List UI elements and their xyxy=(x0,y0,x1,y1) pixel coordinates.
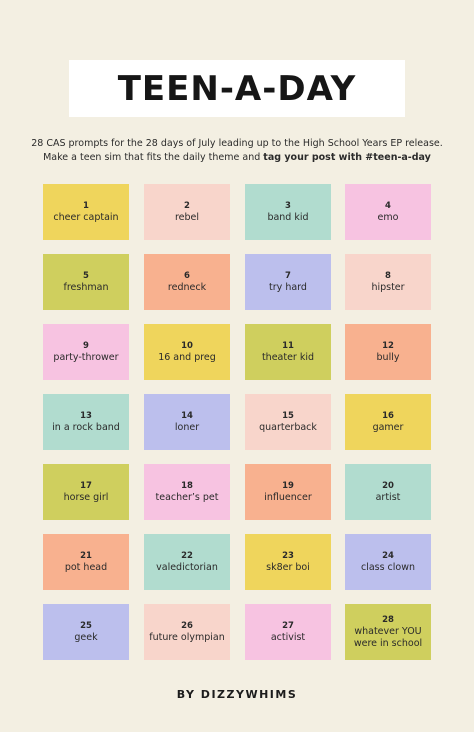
prompt-label: sk8er boi xyxy=(266,562,310,573)
prompt-card-18: 18 teacher’s pet xyxy=(144,464,230,520)
prompt-label: horse girl xyxy=(63,492,109,503)
prompt-label: geek xyxy=(74,632,98,643)
prompt-card-23: 23 sk8er boi xyxy=(245,534,331,590)
prompt-label: pot head xyxy=(64,562,108,573)
prompt-card-10: 10 16 and preg xyxy=(144,324,230,380)
prompt-label: party-thrower xyxy=(53,352,119,363)
subtitle-line-2: Make a teen sim that fits the daily them… xyxy=(0,151,474,165)
subtitle-line-2-plain: Make a teen sim that fits the daily them… xyxy=(43,152,264,163)
prompt-number: 7 xyxy=(285,271,291,281)
prompt-label: freshman xyxy=(63,282,109,293)
prompt-card-24: 24 class clown xyxy=(345,534,431,590)
prompt-card-3: 3 band kid xyxy=(245,184,331,240)
subtitle-line-1: 28 CAS prompts for the 28 days of July l… xyxy=(31,138,443,149)
prompt-number: 12 xyxy=(382,341,394,351)
page-title: TEEN-A-DAY xyxy=(117,68,357,109)
prompt-card-28: 28 whatever YOU were in school xyxy=(345,604,431,660)
prompt-card-2: 2 rebel xyxy=(144,184,230,240)
prompt-number: 2 xyxy=(184,201,190,211)
prompt-card-1: 1 cheer captain xyxy=(43,184,129,240)
prompt-number: 22 xyxy=(181,551,193,561)
prompt-label: in a rock band xyxy=(52,422,120,433)
subtitle-line-2-bold: tag your post with #teen-a-day xyxy=(263,152,431,163)
prompt-card-27: 27 activist xyxy=(245,604,331,660)
prompt-card-12: 12 bully xyxy=(345,324,431,380)
prompt-number: 1 xyxy=(83,201,89,211)
prompt-number: 10 xyxy=(181,341,193,351)
prompt-number: 25 xyxy=(80,621,92,631)
prompt-card-6: 6 redneck xyxy=(144,254,230,310)
prompt-card-8: 8 hipster xyxy=(345,254,431,310)
prompt-label: teacher’s pet xyxy=(155,492,219,503)
prompt-label: quarterback xyxy=(259,422,317,433)
prompt-label: redneck xyxy=(167,282,207,293)
prompt-card-14: 14 loner xyxy=(144,394,230,450)
prompt-label: gamer xyxy=(372,422,404,433)
prompt-number: 6 xyxy=(184,271,190,281)
prompt-card-21: 21 pot head xyxy=(43,534,129,590)
prompt-card-19: 19 influencer xyxy=(245,464,331,520)
prompt-label: bully xyxy=(376,352,400,363)
prompt-number: 27 xyxy=(282,621,294,631)
prompt-card-26: 26 future olympian xyxy=(144,604,230,660)
prompt-number: 11 xyxy=(282,341,294,351)
prompt-number: 8 xyxy=(385,271,391,281)
prompt-number: 4 xyxy=(385,201,391,211)
prompt-label: try hard xyxy=(269,282,307,293)
prompt-card-4: 4 emo xyxy=(345,184,431,240)
prompt-card-17: 17 horse girl xyxy=(43,464,129,520)
prompt-number: 13 xyxy=(80,411,92,421)
prompt-card-15: 15 quarterback xyxy=(245,394,331,450)
prompt-card-22: 22 valedictorian xyxy=(144,534,230,590)
prompt-label: future olympian xyxy=(149,632,225,643)
prompt-label: theater kid xyxy=(261,352,315,363)
prompt-label: whatever YOU were in school xyxy=(353,626,423,649)
author-credit: BY DIZZYWHIMS xyxy=(176,688,298,701)
prompt-card-25: 25 geek xyxy=(43,604,129,660)
prompt-number: 21 xyxy=(80,551,92,561)
prompt-card-9: 9 party-thrower xyxy=(43,324,129,380)
prompt-label: rebel xyxy=(174,212,200,223)
prompt-number: 5 xyxy=(83,271,89,281)
prompt-label: activist xyxy=(270,632,306,643)
prompt-number: 19 xyxy=(282,481,294,491)
prompt-number: 17 xyxy=(80,481,92,491)
prompt-number: 28 xyxy=(382,615,394,625)
prompt-label: emo xyxy=(377,212,399,223)
prompt-card-16: 16 gamer xyxy=(345,394,431,450)
prompt-label: valedictorian xyxy=(156,562,218,573)
prompt-number: 18 xyxy=(181,481,193,491)
prompt-card-20: 20 artist xyxy=(345,464,431,520)
prompt-label: class clown xyxy=(360,562,416,573)
prompt-card-7: 7 try hard xyxy=(245,254,331,310)
prompt-number: 23 xyxy=(282,551,294,561)
prompt-number: 14 xyxy=(181,411,193,421)
prompt-label: 16 and preg xyxy=(158,352,216,363)
prompt-label: influencer xyxy=(264,492,312,503)
prompt-card-13: 13 in a rock band xyxy=(43,394,129,450)
subtitle: 28 CAS prompts for the 28 days of July l… xyxy=(0,137,474,165)
prompt-label: loner xyxy=(174,422,200,433)
prompt-number: 26 xyxy=(181,621,193,631)
prompt-label: band kid xyxy=(267,212,309,223)
prompt-label: hipster xyxy=(371,282,405,293)
prompt-card-5: 5 freshman xyxy=(43,254,129,310)
title-banner: TEEN-A-DAY xyxy=(69,60,405,117)
prompt-label: cheer captain xyxy=(53,212,119,223)
prompt-number: 16 xyxy=(382,411,394,421)
prompt-number: 20 xyxy=(382,481,394,491)
prompt-number: 24 xyxy=(382,551,394,561)
prompt-card-11: 11 theater kid xyxy=(245,324,331,380)
prompt-number: 3 xyxy=(285,201,291,211)
prompt-number: 15 xyxy=(282,411,294,421)
prompt-number: 9 xyxy=(83,341,89,351)
prompt-label: artist xyxy=(375,492,401,503)
